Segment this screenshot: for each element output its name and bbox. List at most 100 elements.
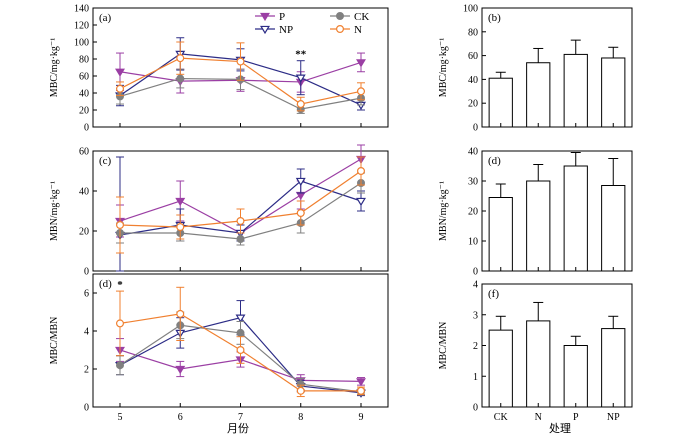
data-point-marker <box>175 197 186 207</box>
x-tick-label: 6 <box>178 412 183 423</box>
y-tick-label: 80 <box>79 55 89 66</box>
data-point-marker <box>356 378 366 387</box>
legend-label: N <box>354 24 362 36</box>
y-tick-label: 20 <box>79 227 89 238</box>
y-axis-label: MBC/mg·kg⁻¹ <box>49 38 60 97</box>
bar-CK <box>488 197 513 272</box>
panel-label: (d) <box>99 278 112 290</box>
data-point-marker <box>236 57 245 66</box>
data-point-marker <box>357 167 366 176</box>
y-tick-label: 0 <box>84 267 89 278</box>
legend-item-CK: CK <box>330 11 369 23</box>
data-point-marker <box>115 68 125 77</box>
x-tick-label: 8 <box>298 412 303 423</box>
data-point-marker <box>357 87 366 96</box>
bar-CK <box>488 329 513 408</box>
y-tick-label: 40 <box>79 187 89 198</box>
panel-label: (f) <box>488 288 499 300</box>
y-tick-label: 6 <box>84 289 89 300</box>
data-point-marker <box>295 74 306 83</box>
y-tick-label: 0 <box>473 123 478 134</box>
right-panel-0: 0 20 40 60 80 100 MBC/mg·kg⁻¹ (b) <box>438 4 633 134</box>
data-point-marker <box>176 223 185 232</box>
legend: PNP CKN <box>255 11 369 36</box>
data-point-marker <box>175 365 186 375</box>
y-tick-label: 4 <box>473 280 478 291</box>
panel-label: (d) <box>488 155 501 167</box>
y-axis-label: MBN/mg·kg⁻¹ <box>438 181 449 241</box>
data-point-marker <box>115 319 124 328</box>
legend-item-N: N <box>330 24 362 36</box>
y-tick-label: 30 <box>468 177 478 188</box>
x-tick-label: CK <box>494 412 509 423</box>
panel-label: (a) <box>99 12 112 24</box>
series-CK <box>115 311 366 396</box>
data-point-marker <box>236 235 245 244</box>
data-point-marker <box>236 217 245 226</box>
y-tick-label: 10 <box>468 237 478 248</box>
legend-item-P: P <box>255 11 285 23</box>
data-point-marker <box>295 177 306 187</box>
y-tick-label: 20 <box>468 99 478 110</box>
x-axis-label-treatment: 处理 <box>549 422 571 435</box>
x-axis-label-month: 月份 <box>227 422 249 435</box>
x-tick-label: 9 <box>359 412 364 423</box>
y-tick-label: 60 <box>79 72 89 83</box>
data-point-marker <box>176 54 185 63</box>
y-axis-label: MBN/mg·kg⁻¹ <box>49 181 60 241</box>
x-tick-label: 7 <box>238 412 243 423</box>
bar-NP <box>601 185 626 272</box>
bar-N <box>526 320 551 408</box>
plot-frame <box>481 7 633 128</box>
legend-item-NP: NP <box>255 24 293 36</box>
y-axis-label: MBC/MBN <box>49 317 60 365</box>
y-tick-label: 1 <box>473 372 478 383</box>
x-tick-label: 5 <box>118 412 123 423</box>
data-point-marker <box>236 346 245 355</box>
y-tick-label: 0 <box>473 403 478 414</box>
series-N <box>115 156 366 254</box>
data-point-marker <box>296 100 305 109</box>
left-panel-0: 0 20 40 60 80 100 120 140 MBC/mg·kg⁻¹ ** (a) PNP CKN <box>49 4 389 134</box>
y-tick-label: 80 <box>468 27 478 38</box>
left-panel-2: 0 2 4 6 MBC/MBN 5 6 7 8 9 * (d) <box>49 273 389 423</box>
y-tick-label: 20 <box>79 106 89 117</box>
data-point-marker <box>336 25 345 34</box>
data-point-marker <box>357 386 366 395</box>
right-panel-1: 0 10 20 30 40 MBN/mg·kg⁻¹ (d) <box>438 147 633 278</box>
y-tick-label: 3 <box>473 310 478 321</box>
y-tick-label: 20 <box>468 207 478 218</box>
bar-P <box>563 345 588 408</box>
panel-label: (b) <box>488 12 501 24</box>
data-point-marker <box>260 25 270 35</box>
y-tick-label: 2 <box>473 341 478 352</box>
y-axis-label: MBC/mg·kg⁻¹ <box>438 38 449 97</box>
data-point-marker <box>176 74 185 83</box>
data-point-marker <box>296 386 305 395</box>
bar-N <box>526 62 551 128</box>
bar-N <box>526 180 551 272</box>
data-point-marker <box>236 328 245 337</box>
y-axis-label: MBC/MBN <box>438 322 449 370</box>
legend-label: NP <box>279 24 293 36</box>
data-point-marker <box>176 309 185 318</box>
y-tick-label: 140 <box>74 4 89 15</box>
data-point-marker <box>235 314 246 323</box>
x-tick-label: N <box>535 412 542 423</box>
y-tick-label: 100 <box>463 4 478 15</box>
data-point-marker <box>115 221 124 230</box>
data-point-marker <box>115 361 124 370</box>
panel-label: (c) <box>99 155 112 167</box>
data-point-marker <box>260 12 270 22</box>
y-tick-label: 40 <box>468 75 478 86</box>
series-N <box>115 41 366 112</box>
bar-P <box>563 165 588 272</box>
data-point-marker <box>356 197 366 207</box>
series-N <box>115 286 366 398</box>
bar-CK <box>488 77 513 128</box>
left-panel-1: 0 20 40 60 MBN/mg·kg⁻¹ (c) <box>49 144 389 278</box>
significance-annotation: ** <box>295 49 307 61</box>
